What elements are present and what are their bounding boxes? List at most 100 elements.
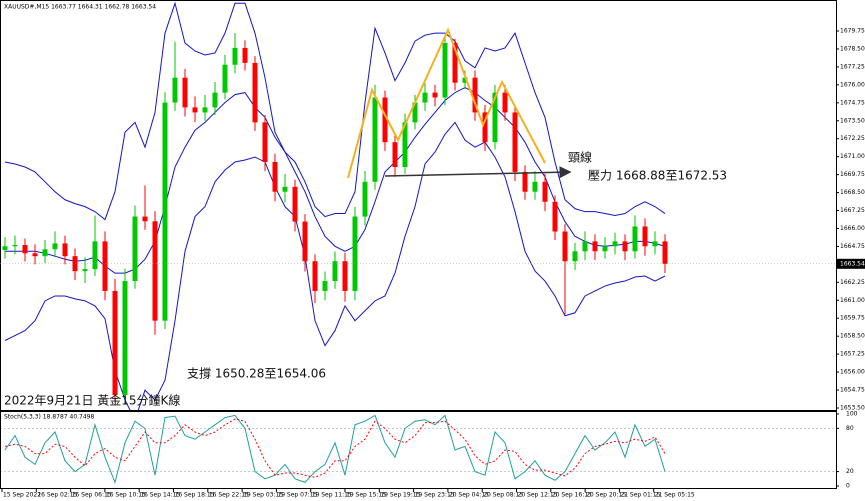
- stoch-tick-label: 0: [846, 483, 850, 490]
- candle-body: [212, 92, 218, 108]
- candle-body: [172, 77, 178, 103]
- candle-body: [352, 216, 358, 291]
- x-tick-label: 16 Sep 22:15: [209, 492, 249, 499]
- candle-body: [412, 102, 418, 123]
- candle-body: [202, 107, 208, 113]
- candle-body: [282, 186, 288, 192]
- y-tick-label: 1679.75: [840, 28, 865, 35]
- candle-body: [612, 241, 618, 247]
- stoch-main: [4, 414, 666, 485]
- y-tick-label: 1661.00: [840, 297, 865, 304]
- x-tick-label: 21 Sep 05:15: [655, 492, 695, 499]
- plot: [2, 1, 668, 410]
- stoch-panel: [0, 411, 837, 489]
- candle-body: [242, 47, 248, 63]
- candle-body: [322, 281, 328, 291]
- stoch-label: Stoch(5,3,3) 18.8787 40.7498: [4, 414, 95, 421]
- x-tick-label: 20 Sep 08:15: [483, 492, 523, 499]
- candle-body: [432, 92, 438, 98]
- x-tick-label: 20 Sep 12:15: [518, 492, 558, 499]
- last-price-box: [837, 258, 865, 269]
- candle-body: [332, 261, 338, 282]
- candle-body: [312, 261, 318, 291]
- y-tick-label: 1673.50: [840, 117, 865, 124]
- main-panel: [0, 0, 837, 411]
- y-tick-label: 1664.75: [840, 243, 865, 250]
- y-tick-label: 1672.25: [840, 135, 865, 142]
- candle-body: [422, 92, 428, 103]
- candle-body: [12, 244, 18, 247]
- candle-body: [182, 77, 188, 108]
- candle-body: [572, 251, 578, 262]
- candle-body: [602, 246, 608, 252]
- candle-body: [372, 97, 378, 182]
- candle-body: [102, 241, 108, 291]
- x-tick-label: 16 Sep 06:15: [72, 492, 112, 499]
- y-tick-label: 1668.50: [840, 189, 865, 196]
- neckline-label: 頸線: [568, 150, 592, 165]
- candle-body: [442, 43, 448, 98]
- y-tick-label: 1669.75: [840, 171, 865, 178]
- y-tick-label: 1654.75: [840, 387, 865, 394]
- caption: 2022年9月21日 黃金15分鐘K線: [4, 393, 180, 408]
- candle-body: [42, 249, 48, 257]
- candle-body: [132, 216, 138, 282]
- candle-body: [532, 181, 538, 192]
- x-tick-label: 20 Sep 20:15: [586, 492, 626, 499]
- candle-body: [582, 241, 588, 252]
- header: XAUUSD#,M15 1663.77 1664.31 1662.78 1663…: [4, 4, 156, 11]
- candle-body: [92, 241, 98, 270]
- stoch-plot: [1, 414, 836, 485]
- candle-body: [342, 261, 348, 291]
- y-tick-label: 1662.25: [840, 279, 865, 286]
- y-tick-label: 1656.00: [840, 369, 865, 376]
- candle-body: [662, 241, 668, 264]
- last-price-label: 1663.54: [840, 260, 865, 267]
- candle-body: [452, 43, 458, 83]
- x-tick-label: 20 Sep 04:15: [449, 492, 489, 499]
- x-tick-label: 19 Sep 03:15: [243, 492, 283, 499]
- candle-body: [222, 64, 228, 93]
- candle-body: [112, 290, 118, 396]
- y-tick-label: 1658.50: [840, 333, 865, 340]
- candle-body: [492, 92, 498, 143]
- candle-body: [2, 246, 8, 251]
- candle-body: [472, 77, 478, 113]
- candle-body: [652, 241, 658, 247]
- resistance-label: 壓力 1668.88至1672.53: [588, 169, 727, 183]
- y-tick-label: 1674.75: [840, 99, 865, 106]
- candle-body: [562, 231, 568, 262]
- x-tick-label: 15 Sep 2022: [3, 492, 41, 499]
- candle-body: [462, 77, 468, 83]
- candle-body: [362, 181, 368, 217]
- candle-body: [482, 112, 488, 143]
- candle-body: [592, 241, 598, 252]
- candle-body: [552, 201, 558, 232]
- candle-body: [252, 62, 258, 123]
- candle-body: [152, 221, 158, 321]
- x-tick-label: 16 Sep 18:15: [175, 492, 215, 499]
- y-tick-label: 1667.25: [840, 207, 865, 214]
- candle-body: [262, 122, 268, 162]
- candle-body: [62, 243, 68, 257]
- y-tick-label: 1677.25: [840, 63, 865, 70]
- x-tick-label: 19 Sep 11:15: [312, 492, 352, 499]
- candle-body: [272, 161, 278, 192]
- candle-body: [632, 226, 638, 252]
- candle-body: [502, 92, 508, 113]
- candle-body: [192, 107, 198, 113]
- candle-body: [232, 47, 238, 65]
- candle-body: [162, 102, 168, 321]
- candle-body: [32, 253, 38, 257]
- x-tick-label: 20 Sep 16:15: [552, 492, 592, 499]
- y-tick-label: 1666.00: [840, 225, 865, 232]
- x-tick-label: 16 Sep 02:15: [37, 492, 77, 499]
- candle-body: [52, 243, 58, 250]
- pattern-line: [347, 27, 546, 179]
- candle-body: [142, 216, 148, 222]
- stoch-tick-label: 20: [846, 468, 854, 475]
- candle-body: [122, 281, 128, 396]
- candle-body: [82, 269, 88, 272]
